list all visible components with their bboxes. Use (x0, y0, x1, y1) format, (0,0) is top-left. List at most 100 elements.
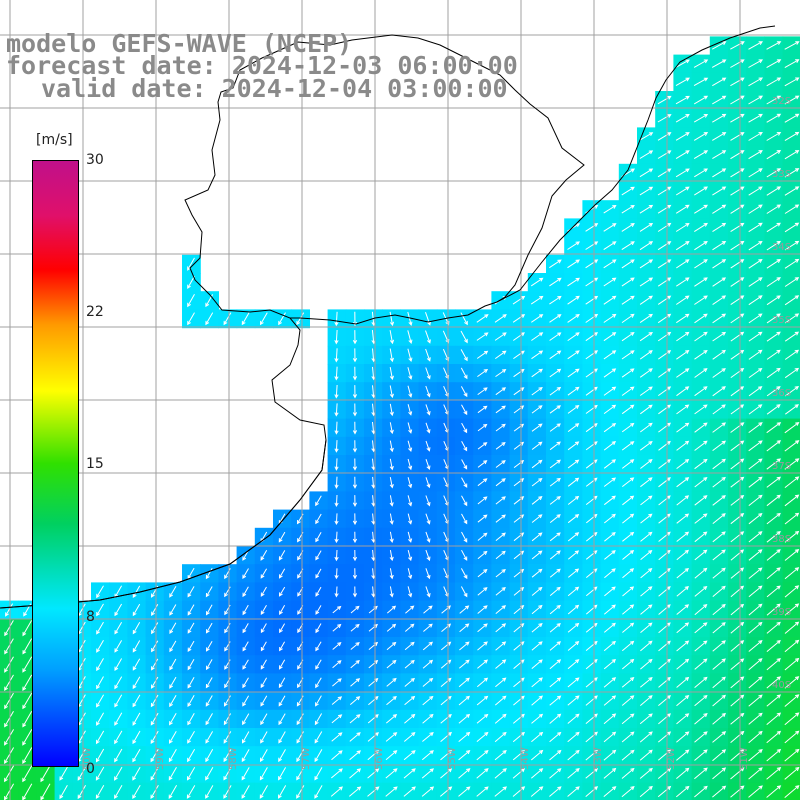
wind-arrow (658, 513, 671, 524)
wind-arrow (639, 695, 653, 706)
wind-arrow (187, 275, 195, 290)
wind-arrow (730, 331, 745, 342)
wind-arrow (567, 423, 580, 432)
wind-arrow (350, 605, 360, 614)
wind-arrow (241, 749, 250, 763)
wind-arrow (334, 458, 339, 471)
wind-arrow (334, 421, 339, 435)
wind-arrow (640, 459, 653, 469)
wind-arrow (730, 567, 745, 579)
wind-arrow (352, 531, 358, 544)
wind-arrow (279, 605, 286, 616)
wind-arrow (694, 549, 708, 561)
wind-arrow (549, 495, 561, 505)
wind-arrow (621, 713, 635, 725)
wind-arrow (712, 95, 727, 105)
wind-arrow (495, 496, 506, 505)
wind-arrow (694, 622, 708, 634)
wind-arrow (241, 785, 250, 799)
longitude-label: 59W (155, 747, 166, 770)
colorbar-tick-8: 8 (86, 609, 95, 625)
wind-arrow (549, 786, 562, 797)
wind-arrow (334, 513, 339, 526)
wind-arrow (460, 386, 468, 398)
latitude-label: 34S (772, 242, 791, 253)
wind-arrow (676, 549, 690, 561)
wind-arrow (784, 168, 800, 178)
wind-arrow (712, 495, 726, 506)
wind-arrow (784, 313, 800, 324)
wind-arrow (658, 695, 672, 706)
wind-arrow (585, 695, 598, 706)
wind-arrow (168, 767, 177, 781)
wind-arrow (407, 404, 413, 416)
wind-arrow (676, 368, 690, 378)
wind-arrow (567, 350, 580, 360)
wind-arrow (603, 713, 617, 725)
wind-arrow (314, 713, 323, 726)
wind-arrow (407, 330, 413, 345)
wind-arrow (352, 549, 358, 562)
wind-arrow (461, 422, 468, 434)
wind-arrow (260, 659, 267, 670)
wind-arrow (549, 695, 562, 706)
wind-arrow (748, 658, 763, 671)
wind-arrow (495, 641, 507, 651)
wind-arrow (694, 567, 708, 579)
wind-arrow (461, 495, 468, 507)
wind-arrow (407, 385, 413, 398)
wind-arrow (694, 604, 708, 616)
wind-arrow (205, 659, 213, 671)
wind-arrow (549, 623, 561, 633)
wind-arrow (386, 659, 397, 669)
wind-arrow (693, 150, 709, 160)
wind-arrow (531, 314, 544, 323)
wind-arrow (389, 550, 394, 562)
wind-arrow (784, 603, 800, 616)
wind-arrow (205, 641, 213, 652)
wind-arrow (495, 550, 506, 560)
wind-arrow (425, 404, 431, 416)
wind-arrow (712, 440, 727, 452)
wind-arrow (603, 767, 617, 779)
wind-arrow (712, 277, 727, 287)
wind-arrow (784, 95, 800, 105)
wind-arrow (314, 767, 323, 781)
wind-arrow (407, 458, 413, 471)
wind-arrow (603, 223, 617, 232)
wind-arrow (676, 767, 690, 779)
wind-arrow (389, 422, 394, 435)
wind-arrow (657, 259, 672, 269)
wind-arrow (495, 605, 507, 614)
wind-arrow (385, 768, 398, 779)
wind-arrow (187, 677, 195, 689)
wind-arrow (730, 59, 745, 68)
wind-arrow (622, 495, 635, 506)
wind-arrow (621, 204, 635, 214)
wind-arrow (458, 713, 471, 724)
colorbar-tick-0: 0 (86, 761, 95, 777)
wind-arrow (132, 785, 141, 799)
wind-arrow (22, 674, 33, 691)
wind-arrow (766, 530, 781, 543)
wind-arrow (367, 750, 380, 761)
wind-arrow (675, 150, 690, 160)
wind-arrow (531, 441, 543, 450)
wind-arrow (96, 639, 104, 653)
wind-arrow (694, 767, 708, 780)
wind-arrow (385, 786, 398, 797)
wind-arrow (476, 768, 489, 779)
wind-arrow (425, 422, 431, 434)
wind-arrow (567, 713, 580, 724)
wind-arrow (495, 368, 507, 378)
wind-arrow (477, 514, 488, 523)
wind-arrow (748, 785, 763, 798)
wind-arrow (114, 676, 123, 690)
wind-arrow (407, 531, 413, 543)
wind-arrow (657, 295, 672, 305)
wind-arrow (352, 330, 358, 345)
wind-arrow (260, 731, 268, 744)
wind-arrow (187, 622, 195, 634)
wind-arrow (712, 349, 726, 360)
